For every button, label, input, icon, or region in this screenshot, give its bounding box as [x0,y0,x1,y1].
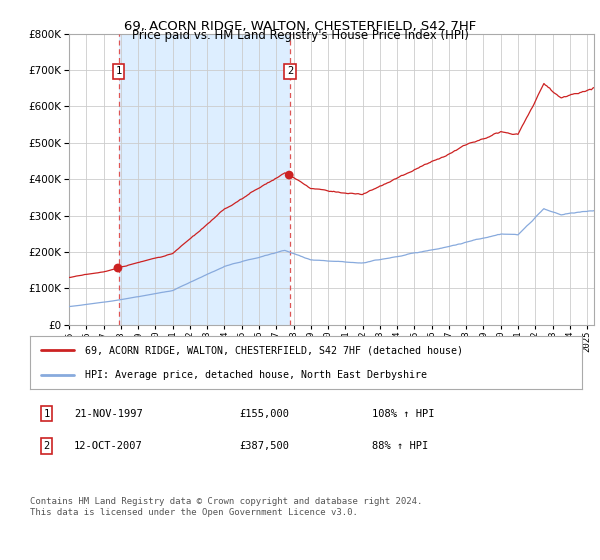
Text: HPI: Average price, detached house, North East Derbyshire: HPI: Average price, detached house, Nort… [85,370,427,380]
Text: 1: 1 [43,409,50,419]
Text: 2: 2 [43,441,50,451]
Text: Contains HM Land Registry data © Crown copyright and database right 2024.
This d: Contains HM Land Registry data © Crown c… [30,497,422,517]
Text: 108% ↑ HPI: 108% ↑ HPI [372,409,435,419]
Bar [119,34,290,325]
Text: Price paid vs. HM Land Registry's House Price Index (HPI): Price paid vs. HM Land Registry's House … [131,29,469,42]
Text: 1: 1 [116,67,122,77]
Text: £387,500: £387,500 [240,441,290,451]
Text: 69, ACORN RIDGE, WALTON, CHESTERFIELD, S42 7HF: 69, ACORN RIDGE, WALTON, CHESTERFIELD, S… [124,20,476,32]
Text: 12-OCT-2007: 12-OCT-2007 [74,441,143,451]
Text: 21-NOV-1997: 21-NOV-1997 [74,409,143,419]
Text: 69, ACORN RIDGE, WALTON, CHESTERFIELD, S42 7HF (detached house): 69, ACORN RIDGE, WALTON, CHESTERFIELD, S… [85,346,463,356]
Point [284,171,294,180]
Text: £155,000: £155,000 [240,409,290,419]
Point [113,264,123,273]
Text: 2: 2 [287,67,293,77]
Text: 88% ↑ HPI: 88% ↑ HPI [372,441,428,451]
